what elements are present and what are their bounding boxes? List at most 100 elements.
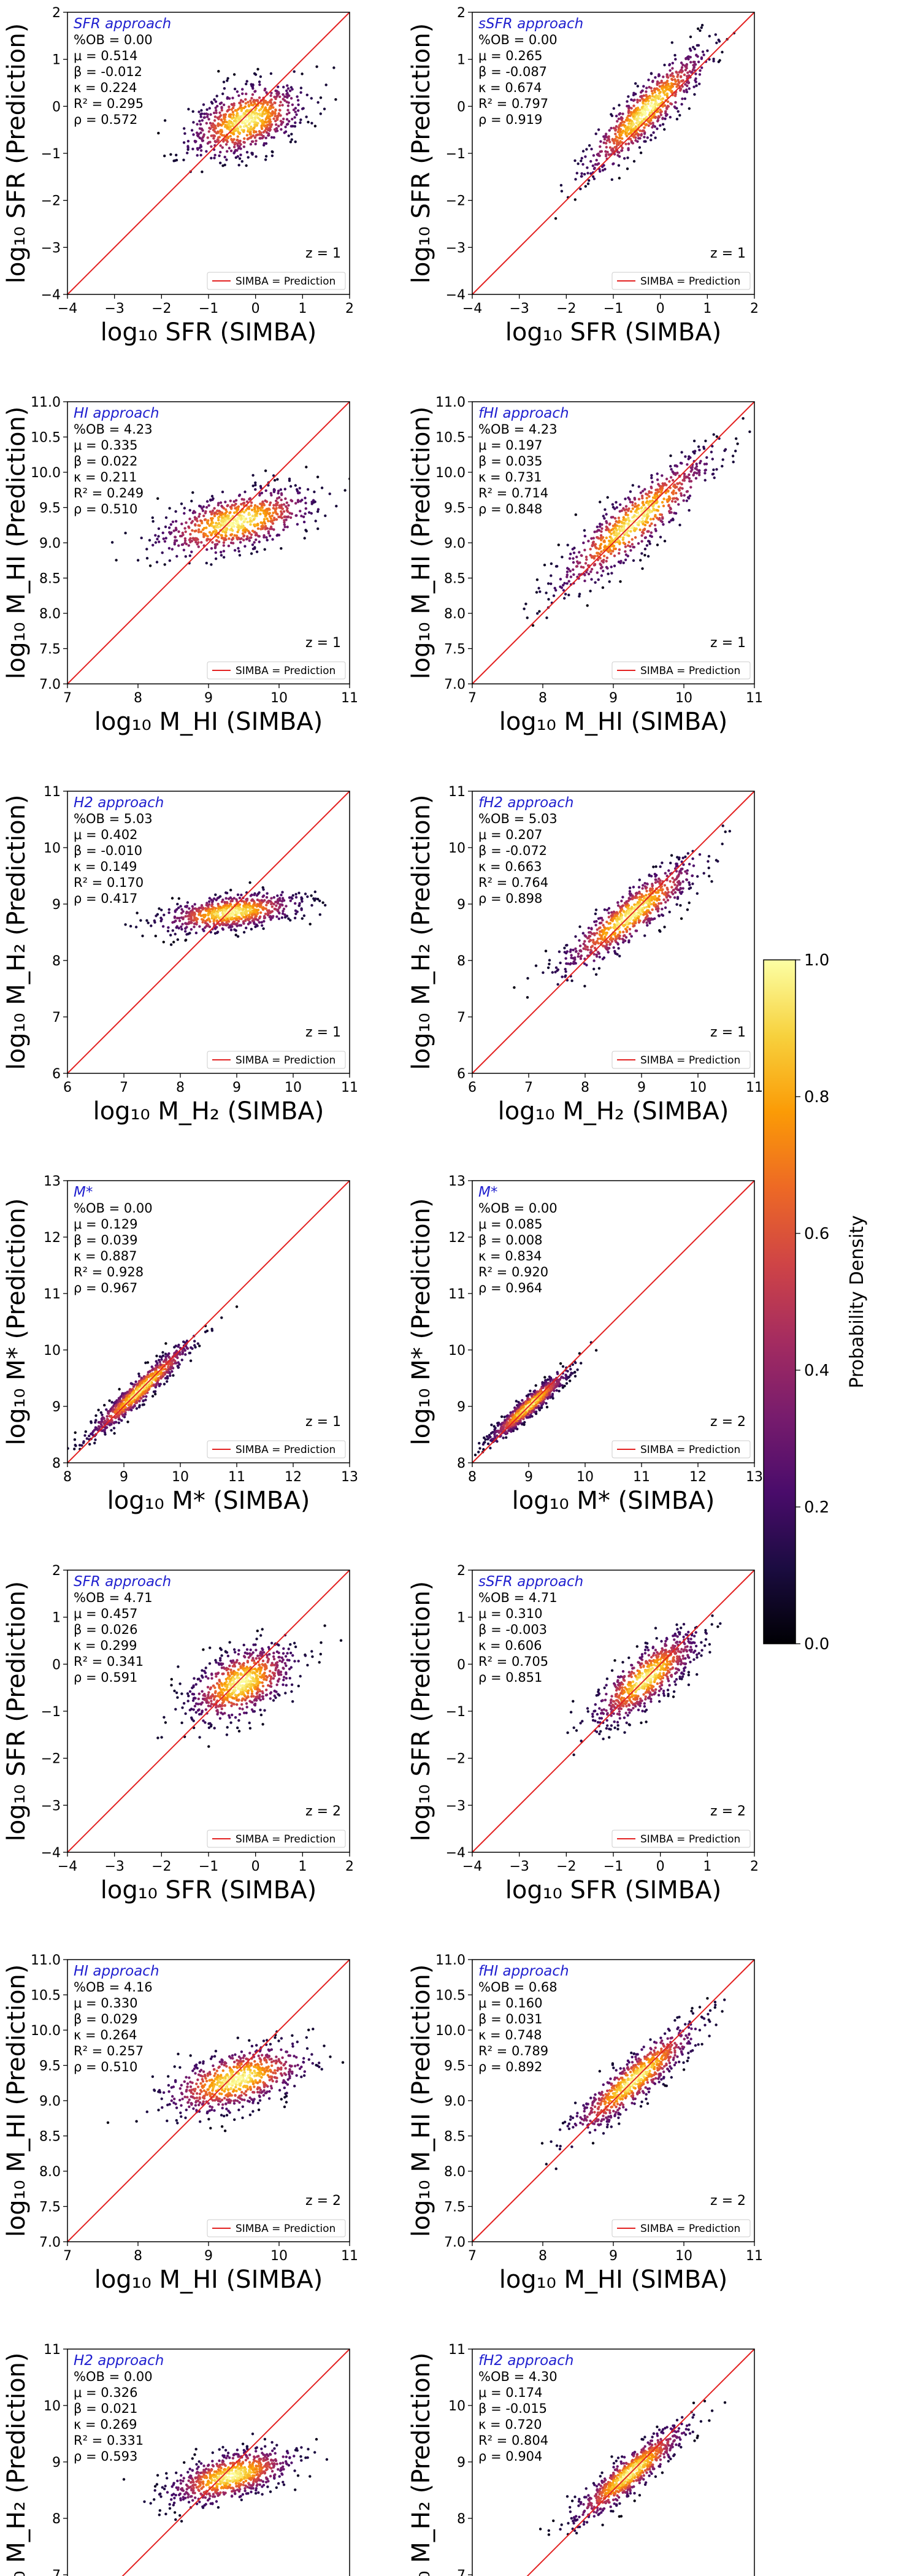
data-point bbox=[210, 524, 213, 527]
data-point bbox=[264, 469, 267, 472]
data-point bbox=[250, 97, 253, 100]
data-point bbox=[193, 511, 197, 514]
data-point bbox=[648, 500, 652, 503]
legend: SIMBA = Prediction bbox=[611, 272, 751, 290]
data-point bbox=[592, 953, 596, 956]
data-point bbox=[205, 108, 209, 111]
data-point bbox=[277, 112, 280, 115]
data-point bbox=[269, 115, 272, 118]
data-point bbox=[196, 543, 199, 546]
data-point bbox=[262, 888, 265, 891]
data-point bbox=[620, 899, 623, 903]
data-point bbox=[148, 564, 152, 567]
data-point bbox=[220, 118, 223, 122]
data-point bbox=[229, 534, 232, 537]
data-point bbox=[671, 876, 674, 880]
data-point bbox=[673, 472, 677, 475]
data-point bbox=[177, 897, 180, 900]
data-point bbox=[238, 142, 241, 145]
data-point bbox=[675, 71, 678, 74]
data-point bbox=[200, 541, 203, 544]
x-tick-label: 2 bbox=[750, 301, 759, 316]
data-point bbox=[265, 131, 269, 134]
data-point bbox=[698, 469, 701, 472]
data-point bbox=[218, 115, 221, 118]
data-point bbox=[134, 926, 138, 929]
data-point bbox=[622, 941, 625, 944]
data-point bbox=[617, 126, 620, 129]
data-point bbox=[574, 178, 577, 181]
data-point bbox=[663, 926, 666, 929]
data-point bbox=[627, 897, 631, 900]
data-point bbox=[631, 922, 635, 926]
data-point bbox=[285, 89, 288, 93]
data-point bbox=[622, 938, 625, 942]
data-point bbox=[161, 531, 164, 534]
data-point bbox=[599, 544, 602, 547]
data-point bbox=[324, 83, 328, 86]
data-point bbox=[180, 916, 183, 919]
data-point bbox=[620, 916, 623, 919]
data-point bbox=[639, 898, 642, 901]
data-point bbox=[680, 494, 683, 497]
data-point bbox=[653, 898, 656, 901]
data-point bbox=[233, 534, 236, 537]
data-point bbox=[294, 107, 297, 110]
data-point bbox=[662, 504, 665, 508]
data-point bbox=[669, 115, 672, 119]
data-point bbox=[605, 513, 608, 516]
data-point bbox=[626, 513, 629, 516]
data-point bbox=[248, 909, 251, 913]
stat-line: R² = 0.714 bbox=[478, 486, 548, 500]
data-point bbox=[232, 73, 236, 76]
data-point bbox=[630, 140, 634, 144]
data-point bbox=[708, 875, 711, 878]
data-point bbox=[201, 918, 204, 921]
data-point bbox=[199, 123, 202, 126]
data-point bbox=[276, 513, 279, 516]
data-point bbox=[217, 125, 220, 128]
data-point bbox=[234, 922, 237, 926]
data-point bbox=[685, 499, 689, 502]
data-point bbox=[592, 932, 596, 935]
data-point bbox=[618, 177, 621, 180]
data-point bbox=[711, 458, 715, 461]
data-point bbox=[648, 524, 651, 527]
data-point bbox=[263, 919, 266, 923]
data-point bbox=[294, 895, 298, 899]
data-point bbox=[253, 541, 256, 544]
data-point bbox=[626, 167, 629, 171]
approach-label: HI approach bbox=[74, 405, 159, 421]
data-point bbox=[281, 897, 285, 900]
data-point bbox=[612, 545, 616, 548]
data-point bbox=[218, 909, 222, 912]
data-point bbox=[197, 910, 200, 913]
data-point bbox=[238, 101, 241, 105]
data-point bbox=[619, 580, 622, 583]
data-point bbox=[659, 930, 662, 933]
data-point bbox=[637, 542, 640, 545]
data-point bbox=[597, 128, 600, 131]
data-point bbox=[241, 92, 244, 95]
data-point bbox=[680, 483, 683, 486]
data-point bbox=[213, 512, 217, 515]
data-point bbox=[271, 522, 275, 525]
data-point bbox=[274, 900, 277, 903]
data-point bbox=[688, 887, 691, 891]
data-point bbox=[174, 510, 177, 513]
data-point bbox=[280, 498, 283, 502]
data-point bbox=[282, 528, 285, 531]
data-point bbox=[604, 136, 607, 139]
data-point bbox=[546, 966, 550, 970]
data-point bbox=[621, 147, 624, 150]
data-point bbox=[276, 497, 279, 500]
data-point bbox=[292, 108, 296, 112]
data-point bbox=[680, 462, 683, 465]
data-point bbox=[670, 854, 673, 857]
data-point bbox=[614, 129, 617, 132]
data-point bbox=[662, 91, 665, 94]
data-point bbox=[274, 510, 277, 513]
data-point bbox=[180, 543, 184, 546]
data-point bbox=[213, 156, 216, 159]
data-point bbox=[629, 932, 632, 936]
